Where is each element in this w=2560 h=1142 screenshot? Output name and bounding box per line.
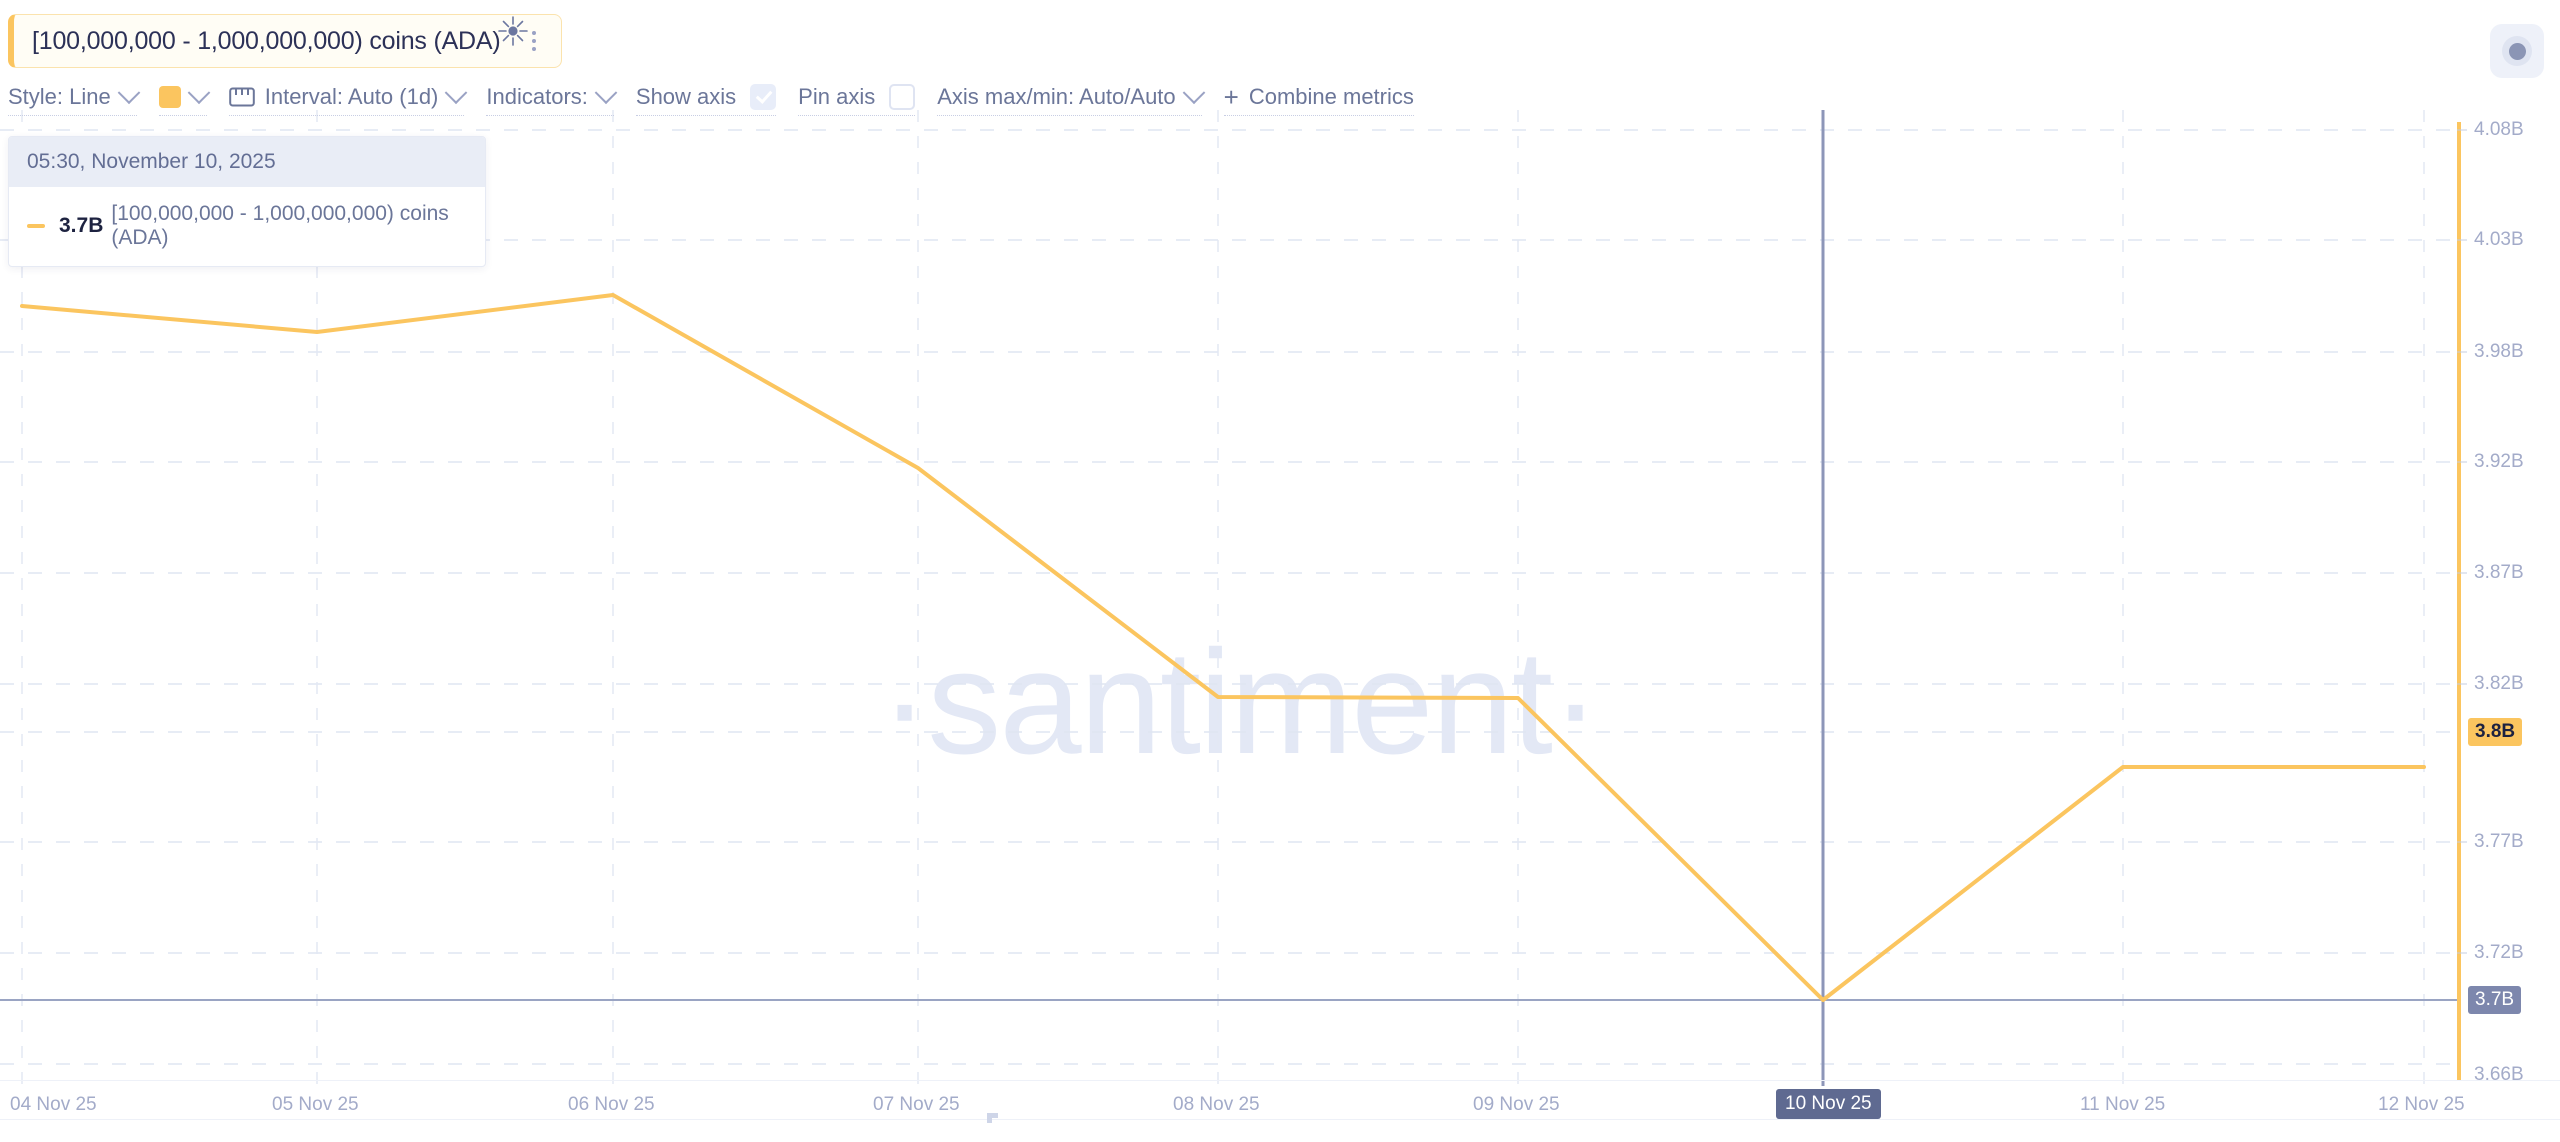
y-axis-value-badge: 3.8B <box>2468 718 2523 746</box>
tooltip-timestamp: 05:30, November 10, 2025 <box>9 137 485 187</box>
x-tick-1: 05 Nov 25 <box>272 1094 359 1115</box>
combine-metrics-label: Combine metrics <box>1248 84 1414 109</box>
x-tick-3: 07 Nov 25 <box>873 1094 960 1115</box>
tooltip-value: 3.7B <box>59 214 104 237</box>
chevron-down-icon <box>594 81 618 105</box>
chart-area[interactable]: ·santiment· <box>0 110 2560 1086</box>
chart-toolbar[interactable]: Style: Line Interval: Auto (1d) Indicato… <box>8 80 1436 118</box>
sparkle-icon[interactable] <box>496 14 530 48</box>
show-axis-checkbox[interactable] <box>750 84 777 110</box>
color-swatch-icon <box>158 86 181 108</box>
y-axis[interactable]: 4.08B 4.03B 3.98B 3.92B 3.87B 3.82B 3.77… <box>2452 110 2560 1090</box>
y-tick-1: 4.03B <box>2457 229 2524 251</box>
chevron-down-icon <box>445 81 468 105</box>
santiment-watermark: ·santiment· <box>880 620 1600 785</box>
kebab-menu-icon[interactable] <box>521 26 547 56</box>
y-tick-4: 3.87B <box>2457 562 2524 584</box>
metric-card[interactable]: [100,000,000 - 1,000,000,000) coins (ADA… <box>8 14 562 68</box>
y-axis-cursor-badge: 3.7B <box>2468 986 2522 1014</box>
y-tick-7: 3.72B <box>2457 942 2524 964</box>
indicators-selector[interactable]: Indicators: <box>486 81 618 116</box>
interval-label: Interval: Auto (1d) <box>264 84 439 109</box>
axis-maxmin-label: Axis max/min: Auto/Auto <box>937 84 1176 109</box>
show-axis-label: Show axis <box>635 84 737 109</box>
y-tick-0: 4.08B <box>2457 119 2524 141</box>
interval-selector[interactable]: Interval: Auto (1d) <box>228 81 468 116</box>
ruler-icon <box>228 87 255 107</box>
pin-axis-checkbox[interactable] <box>889 84 916 110</box>
style-label: Style: Line <box>8 84 111 109</box>
y-tick-6: 3.77B <box>2457 831 2524 853</box>
plus-icon: + <box>1223 82 1239 112</box>
x-axis-cursor-badge: 10 Nov 25 <box>1776 1089 1881 1119</box>
pin-axis-label: Pin axis <box>798 84 876 109</box>
chevron-down-icon <box>187 81 211 105</box>
metric-line-series <box>20 293 2426 1002</box>
x-axis-rule <box>0 1080 2560 1081</box>
x-tick-5: 09 Nov 25 <box>1473 1094 1560 1115</box>
x-tick-7: 11 Nov 25 <box>2080 1094 2166 1115</box>
x-tick-0: 04 Nov 25 <box>10 1094 97 1115</box>
crosshair-vertical-line <box>1821 110 1825 1086</box>
axis-maxmin-selector[interactable]: Axis max/min: Auto/Auto <box>937 81 1205 116</box>
series-color-dash-icon <box>27 224 45 228</box>
style-selector[interactable]: Style: Line <box>8 81 141 116</box>
circle-dot-inner <box>2508 42 2526 60</box>
y-tick-8: 3.66B <box>2474 1064 2524 1085</box>
bottom-divider <box>0 1119 2560 1120</box>
chevron-down-icon <box>117 81 141 105</box>
chart-gridlines <box>0 110 2457 1086</box>
pin-axis-toggle[interactable]: Pin axis <box>798 82 916 116</box>
x-tick-2: 06 Nov 25 <box>568 1094 655 1115</box>
tooltip-series-name: [100,000,000 - 1,000,000,000) coins (ADA… <box>111 202 449 249</box>
y-tick-3: 3.92B <box>2457 451 2524 473</box>
x-tick-4: 08 Nov 25 <box>1173 1094 1260 1115</box>
chart-tooltip: 05:30, November 10, 2025 3.7B [100,000,0… <box>8 136 486 267</box>
range-flag-marker[interactable] <box>985 1112 1001 1126</box>
circle-dot-icon <box>2502 36 2532 66</box>
combine-metrics-button[interactable]: + Combine metrics <box>1223 82 1414 116</box>
chevron-down-icon <box>1182 81 1205 105</box>
settings-circle-button[interactable] <box>2490 24 2544 78</box>
metric-title: [100,000,000 - 1,000,000,000) coins (ADA… <box>32 26 501 55</box>
x-axis[interactable]: 04 Nov 25 05 Nov 25 06 Nov 25 07 Nov 25 … <box>0 1080 2560 1142</box>
y-tick-5: 3.82B <box>2457 673 2524 695</box>
indicators-label: Indicators: <box>486 84 588 109</box>
x-tick-8: 12 Nov 25 <box>2378 1094 2465 1115</box>
y-tick-2: 3.98B <box>2457 341 2524 363</box>
show-axis-toggle[interactable]: Show axis <box>635 82 777 116</box>
color-selector[interactable] <box>158 81 211 116</box>
y-axis-line <box>2457 122 2461 1080</box>
tooltip-row: 3.7B [100,000,000 - 1,000,000,000) coins… <box>9 187 485 266</box>
